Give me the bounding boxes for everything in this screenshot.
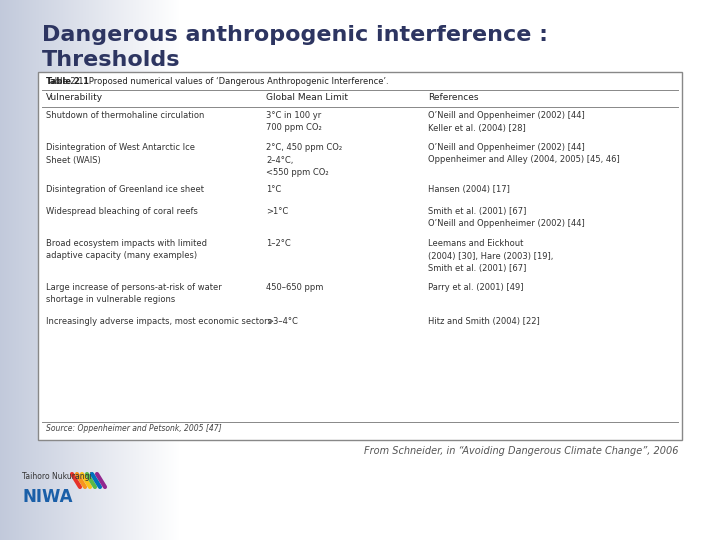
Text: Large increase of persons-at-risk of water
shortage in vulnerable regions: Large increase of persons-at-risk of wat… bbox=[46, 283, 222, 305]
Text: Broad ecosystem impacts with limited
adaptive capacity (many examples): Broad ecosystem impacts with limited ada… bbox=[46, 239, 207, 260]
Bar bbox=[38, 72, 682, 440]
Text: O’Neill and Oppenheimer (2002) [44]
Oppenheimer and Alley (2004, 2005) [45, 46]: O’Neill and Oppenheimer (2002) [44] Oppe… bbox=[428, 143, 620, 165]
Text: NIWA: NIWA bbox=[22, 488, 73, 506]
Text: Hitz and Smith (2004) [22]: Hitz and Smith (2004) [22] bbox=[428, 317, 540, 326]
Text: 1°C: 1°C bbox=[266, 185, 282, 194]
Bar bbox=[180, 0, 720, 540]
Text: 450–650 ppm: 450–650 ppm bbox=[266, 283, 323, 292]
Text: O’Neill and Oppenheimer (2002) [44]
Keller et al. (2004) [28]: O’Neill and Oppenheimer (2002) [44] Kell… bbox=[428, 111, 585, 132]
Text: Table 2.1: Table 2.1 bbox=[46, 77, 89, 86]
Text: Parry et al. (2001) [49]: Parry et al. (2001) [49] bbox=[428, 283, 523, 292]
Text: Taihoro Nukurangi: Taihoro Nukurangi bbox=[22, 472, 91, 481]
Text: Smith et al. (2001) [67]
O’Neill and Oppenheimer (2002) [44]: Smith et al. (2001) [67] O’Neill and Opp… bbox=[428, 207, 585, 228]
Text: Disintegration of West Antarctic Ice
Sheet (WAIS): Disintegration of West Antarctic Ice She… bbox=[46, 143, 195, 165]
Text: Increasingly adverse impacts, most economic sectors: Increasingly adverse impacts, most econo… bbox=[46, 317, 272, 326]
Text: Disintegration of Greenland ice sheet: Disintegration of Greenland ice sheet bbox=[46, 185, 204, 194]
Text: Global Mean Limit: Global Mean Limit bbox=[266, 93, 348, 102]
Text: Widespread bleaching of coral reefs: Widespread bleaching of coral reefs bbox=[46, 207, 198, 216]
Text: >3–4°C: >3–4°C bbox=[266, 317, 298, 326]
Text: 1–2°C: 1–2°C bbox=[266, 239, 291, 248]
Text: From Schneider, in “Avoiding Dangerous Climate Change”, 2006: From Schneider, in “Avoiding Dangerous C… bbox=[364, 446, 678, 456]
Text: Dangerous anthropogenic interference :: Dangerous anthropogenic interference : bbox=[42, 25, 548, 45]
Text: 3°C in 100 yr
700 ppm CO₂: 3°C in 100 yr 700 ppm CO₂ bbox=[266, 111, 322, 132]
Text: Table 2.1  Proposed numerical values of ‘Dangerous Anthropogenic Interference’.: Table 2.1 Proposed numerical values of ‘… bbox=[46, 77, 389, 86]
Text: Hansen (2004) [17]: Hansen (2004) [17] bbox=[428, 185, 510, 194]
Text: References: References bbox=[428, 93, 479, 102]
Text: Thresholds: Thresholds bbox=[42, 50, 181, 70]
Text: 2°C, 450 ppm CO₂
2–4°C,
<550 ppm CO₂: 2°C, 450 ppm CO₂ 2–4°C, <550 ppm CO₂ bbox=[266, 143, 342, 177]
Text: Vulnerability: Vulnerability bbox=[46, 93, 103, 102]
Text: Leemans and Eickhout
(2004) [30], Hare (2003) [19],
Smith et al. (2001) [67]: Leemans and Eickhout (2004) [30], Hare (… bbox=[428, 239, 554, 273]
Text: >1°C: >1°C bbox=[266, 207, 288, 216]
Text: Shutdown of thermohaline circulation: Shutdown of thermohaline circulation bbox=[46, 111, 204, 120]
Text: Source: Oppenheimer and Petsonk, 2005 [47]: Source: Oppenheimer and Petsonk, 2005 [4… bbox=[46, 424, 222, 433]
